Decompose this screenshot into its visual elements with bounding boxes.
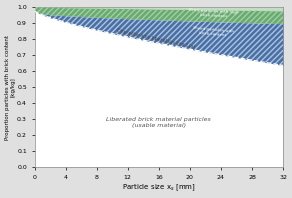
Text: Characteristic liberation line L(x): Characteristic liberation line L(x)	[116, 28, 196, 49]
X-axis label: Particle size x$_s$ [mm]: Particle size x$_s$ [mm]	[122, 183, 196, 193]
Text: Brick particles with high
brick content: Brick particles with high brick content	[188, 8, 238, 19]
Y-axis label: Proportion particles with brick content
[kg/kg]: Proportion particles with brick content …	[5, 34, 16, 140]
Text: Liberated brick material particles
(usable material): Liberated brick material particles (usab…	[107, 117, 211, 128]
Text: Mixed particles with
brick content: Mixed particles with brick content	[192, 26, 234, 38]
